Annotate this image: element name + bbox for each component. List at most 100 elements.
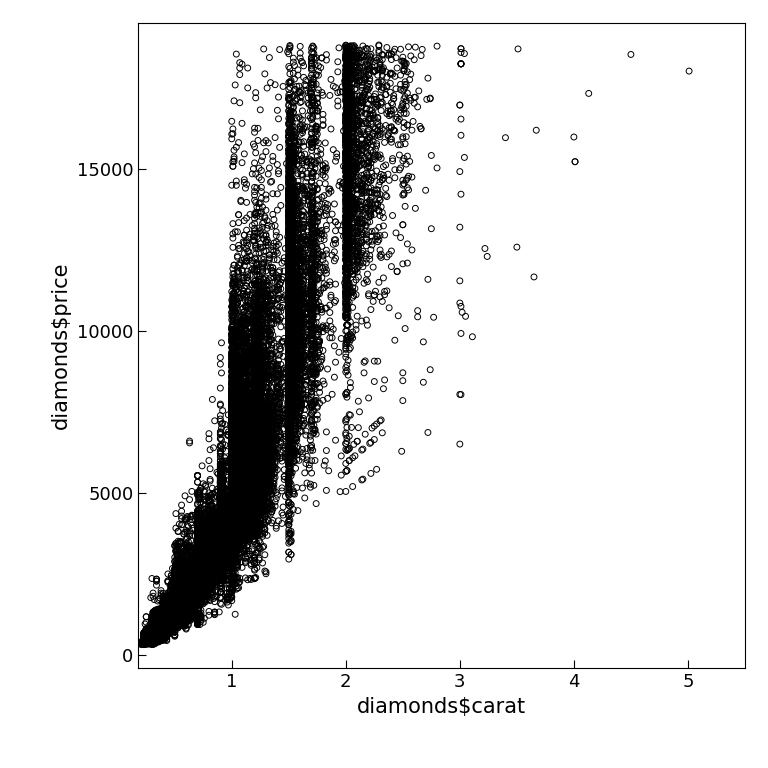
Point [193, 531, 205, 543]
Point [169, 603, 181, 615]
Point [148, 617, 161, 629]
Point [284, 331, 296, 343]
Point [214, 526, 227, 538]
Point [146, 631, 158, 643]
Point [191, 569, 204, 581]
Point [177, 581, 189, 594]
Point [155, 609, 167, 621]
Point [284, 380, 296, 392]
Point [146, 627, 158, 640]
Point [137, 637, 150, 650]
Point [148, 635, 161, 647]
Point [214, 547, 227, 559]
Point [248, 511, 260, 524]
Point [240, 412, 253, 425]
Point [167, 608, 179, 621]
Point [146, 623, 158, 635]
Point [191, 563, 204, 575]
Point [193, 551, 205, 564]
Point [226, 440, 238, 452]
Point [161, 603, 173, 615]
Point [151, 625, 163, 637]
Point [170, 603, 182, 615]
Point [233, 538, 246, 551]
Point [177, 573, 189, 585]
Point [193, 550, 205, 562]
Point [154, 622, 166, 634]
Point [191, 581, 204, 594]
Point [182, 608, 194, 621]
Point [151, 621, 164, 633]
Point [343, 136, 356, 148]
Point [227, 528, 239, 541]
Point [151, 627, 163, 639]
Point [246, 508, 258, 520]
Point [164, 616, 177, 628]
Point [217, 551, 229, 563]
Point [146, 627, 158, 640]
Point [214, 525, 227, 538]
Point [148, 627, 161, 639]
Point [214, 561, 227, 574]
Point [175, 608, 187, 621]
Point [146, 629, 158, 641]
Point [153, 616, 165, 628]
Point [154, 630, 166, 642]
Point [169, 596, 181, 608]
Point [147, 630, 159, 642]
Point [157, 613, 170, 625]
Point [151, 624, 164, 636]
Point [146, 623, 158, 635]
Point [186, 594, 198, 606]
Point [146, 627, 158, 640]
Point [184, 612, 196, 624]
Point [191, 578, 204, 591]
Point [200, 557, 212, 569]
Point [170, 611, 183, 624]
Point [215, 528, 227, 540]
Point [303, 238, 316, 250]
Point [227, 508, 239, 520]
Point [196, 561, 208, 573]
Point [149, 616, 161, 628]
Point [226, 497, 238, 509]
Point [147, 633, 159, 645]
Point [250, 391, 262, 403]
Point [161, 612, 173, 624]
Point [170, 594, 183, 606]
Point [309, 354, 321, 366]
Point [149, 629, 161, 641]
Point [246, 522, 258, 535]
Point [151, 627, 163, 640]
Point [235, 506, 247, 518]
Point [147, 631, 159, 644]
Point [193, 558, 205, 570]
Point [288, 331, 300, 343]
Point [217, 543, 229, 555]
Point [177, 607, 190, 620]
Point [151, 623, 163, 635]
Point [194, 553, 206, 565]
Point [179, 580, 191, 592]
Point [175, 574, 187, 586]
Point [154, 622, 166, 634]
Point [160, 620, 172, 632]
Point [227, 515, 239, 528]
Point [203, 561, 215, 574]
Point [238, 447, 250, 459]
Point [175, 594, 187, 606]
Point [147, 635, 159, 647]
Point [172, 574, 184, 587]
Point [197, 562, 210, 574]
Point [147, 633, 159, 645]
Point [170, 581, 182, 594]
Point [207, 545, 219, 558]
Point [342, 61, 354, 74]
Point [214, 518, 227, 530]
Point [250, 366, 263, 378]
Point [177, 594, 190, 607]
Point [226, 414, 238, 426]
Point [155, 630, 167, 642]
Point [250, 378, 263, 390]
Point [173, 612, 185, 624]
